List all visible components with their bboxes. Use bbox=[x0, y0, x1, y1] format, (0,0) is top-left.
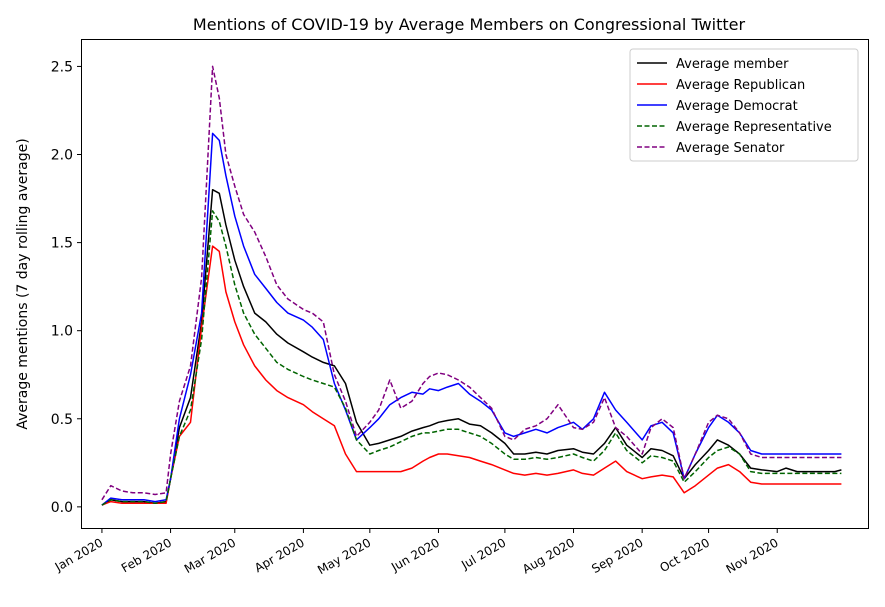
plot-frame bbox=[81, 39, 869, 529]
y-tick-label: 0.5 bbox=[51, 412, 73, 428]
legend-label: Average Republican bbox=[676, 78, 805, 93]
x-tick-label: Oct 2020 bbox=[657, 535, 712, 575]
average-democrat-line bbox=[101, 132, 842, 506]
legend-label: Average Senator bbox=[676, 141, 785, 156]
x-tick-label: May 2020 bbox=[315, 535, 373, 577]
average-member-line bbox=[101, 188, 842, 506]
y-tick-label: 1.5 bbox=[51, 236, 73, 252]
legend-label: Average Democrat bbox=[676, 99, 798, 114]
x-tick-label: Feb 2020 bbox=[119, 535, 174, 575]
x-tick-label: Sep 2020 bbox=[589, 535, 645, 576]
legend-box bbox=[629, 48, 859, 162]
average-senator-line bbox=[101, 65, 842, 501]
legend-label: Average member bbox=[676, 57, 789, 72]
average-representative-line bbox=[101, 210, 842, 506]
x-tick-label: Aug 2020 bbox=[520, 535, 577, 576]
y-tick-label: 2.5 bbox=[51, 59, 73, 75]
x-tick-label: Jan 2020 bbox=[52, 535, 106, 574]
y-tick-label: 0.0 bbox=[51, 500, 73, 516]
y-axis-label: Average mentions (7 day rolling average) bbox=[15, 138, 31, 429]
x-tick-label: Apr 2020 bbox=[252, 535, 307, 575]
legend: Average member Average Republican Average … bbox=[629, 48, 859, 162]
legend-label: Average Representative bbox=[676, 120, 832, 135]
x-tick-label: Jul 2020 bbox=[458, 535, 508, 572]
x-tick-label: Jun 2020 bbox=[388, 535, 442, 574]
y-tick-label: 2.0 bbox=[51, 148, 73, 164]
average-republican-line bbox=[101, 245, 842, 506]
x-tick-label: Mar 2020 bbox=[182, 535, 238, 576]
y-tick-label: 1.0 bbox=[51, 324, 73, 340]
chart-title: Mentions of COVID-19 by Average Members … bbox=[193, 15, 746, 34]
x-tick-label: Nov 2020 bbox=[724, 535, 781, 576]
